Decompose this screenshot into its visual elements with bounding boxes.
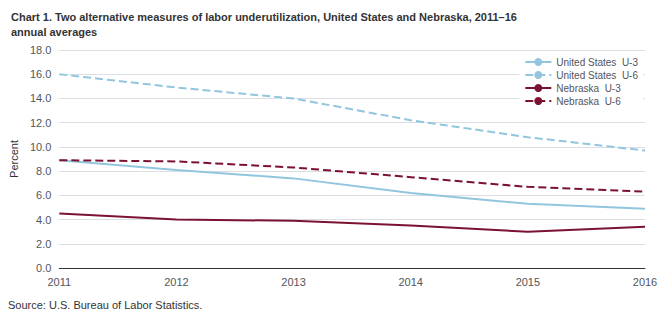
svg-text:2016: 2016 [633,276,657,288]
svg-text:14.0: 14.0 [30,92,51,104]
svg-text:2.0: 2.0 [36,238,51,250]
svg-text:18.0: 18.0 [30,44,51,56]
svg-text:2014: 2014 [398,276,422,288]
svg-text:United States U-6: United States U-6 [556,70,638,81]
svg-text:Chart 1. Two alternative measu: Chart 1. Two alternative measures of lab… [11,11,517,23]
svg-text:10.0: 10.0 [30,141,51,153]
svg-text:2015: 2015 [516,276,540,288]
svg-text:Nebraska U-6: Nebraska U-6 [556,96,621,107]
svg-text:Nebraska U-3: Nebraska U-3 [556,83,621,94]
svg-text:Percent: Percent [8,140,20,178]
svg-text:8.0: 8.0 [36,165,51,177]
svg-text:4.0: 4.0 [36,214,51,226]
svg-text:6.0: 6.0 [36,189,51,201]
svg-text:0.0: 0.0 [36,262,51,274]
svg-text:annual averages: annual averages [11,26,97,38]
svg-text:2012: 2012 [164,276,188,288]
svg-text:2013: 2013 [281,276,305,288]
svg-text:Source: U.S. Bureau of Labor S: Source: U.S. Bureau of Labor Statistics. [8,299,202,311]
svg-text:12.0: 12.0 [30,117,51,129]
svg-text:16.0: 16.0 [30,68,51,80]
svg-text:2011: 2011 [47,276,71,288]
svg-text:United States U-3: United States U-3 [556,57,638,68]
